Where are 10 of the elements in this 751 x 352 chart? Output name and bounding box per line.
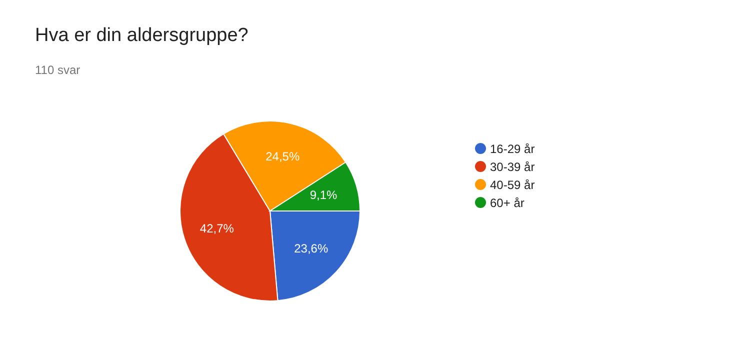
legend-label: 60+ år [490,196,524,210]
legend-label: 30-39 år [490,160,535,174]
data-label: 9,1% [310,188,338,202]
data-label: 24,5% [266,150,300,164]
text: 110 svar [35,63,80,77]
data-label: 42,7% [200,221,234,236]
chart-title: Hva er din aldersgruppe? [35,25,248,47]
legend-label: 16-29 år [490,142,535,156]
legend-label: 40-59 år [490,178,535,192]
data-label: 23,6% [294,242,328,256]
